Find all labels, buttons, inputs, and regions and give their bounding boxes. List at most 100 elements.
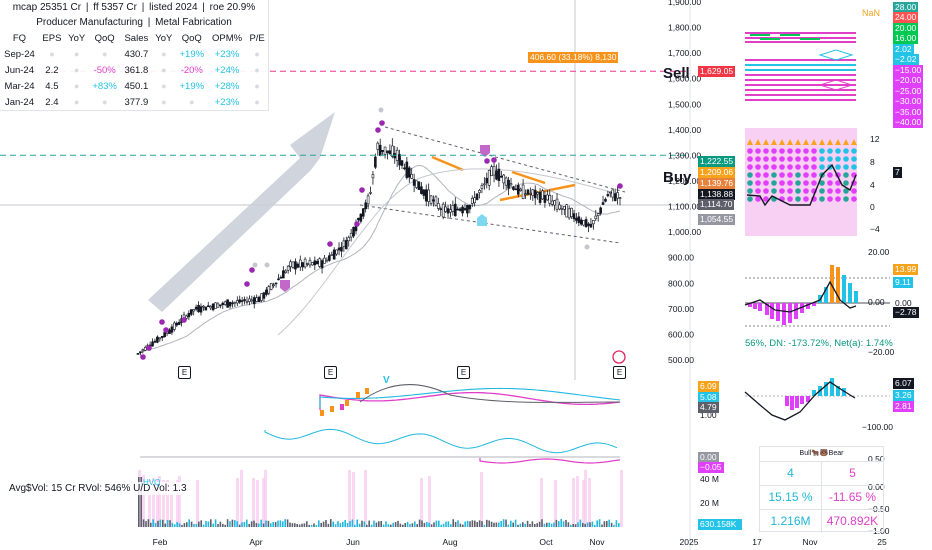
candle-body xyxy=(202,305,205,308)
grey-dot xyxy=(378,107,384,113)
candle-body xyxy=(570,207,573,217)
volume-bar xyxy=(174,524,176,527)
histogram-pos-bar xyxy=(842,275,846,303)
volume-bar xyxy=(531,521,534,527)
volume-bar xyxy=(332,521,334,527)
lower-neg-bar xyxy=(790,396,794,410)
fund-cell-eps_qoq: +83% xyxy=(92,80,117,92)
y-tick-label: 1,000.00 xyxy=(668,227,701,237)
candle-body xyxy=(168,329,171,334)
candle-body xyxy=(238,299,242,303)
candle-body xyxy=(558,204,561,210)
candle-body xyxy=(252,297,256,305)
volume-bar xyxy=(529,523,531,527)
fund-row: Mar-24 4.5 ● +83% 450.1 ● +19% +28% ● xyxy=(0,78,268,94)
fund-cell-opm: +24% xyxy=(214,64,240,76)
volume-bar xyxy=(147,519,150,527)
buy-annotation: Buy xyxy=(663,169,692,186)
volume-bar xyxy=(363,521,366,527)
volume-bar xyxy=(236,521,238,527)
fund-cell-sales_qoq: +19% xyxy=(179,80,205,92)
heatmap-dot xyxy=(803,188,809,194)
candle-body xyxy=(468,204,472,210)
candle-body xyxy=(219,304,222,307)
fund-cell-eps: 2.2 xyxy=(45,64,59,76)
x-tick-label: 25 xyxy=(877,537,887,547)
dividend-icon xyxy=(612,350,626,364)
candle-body xyxy=(449,209,452,213)
heatmap-dot xyxy=(835,148,841,154)
volume-bar xyxy=(320,522,322,527)
volume-bar xyxy=(418,519,421,527)
candle-body xyxy=(301,262,305,268)
earnings-marker[interactable]: E xyxy=(324,366,337,379)
y-tick-label: 1,700.00 xyxy=(668,48,701,58)
earnings-marker[interactable]: E xyxy=(457,366,470,379)
candle-body xyxy=(187,313,191,318)
heatmap-dot xyxy=(843,156,849,162)
small-axis-tick: 1.00 xyxy=(700,410,717,420)
earnings-marker[interactable]: E xyxy=(613,366,626,379)
histogram-pos-bar xyxy=(836,267,840,303)
candle-body xyxy=(192,309,196,312)
volume-bar xyxy=(522,522,524,527)
volume-bar xyxy=(457,520,459,527)
heatmap-triangle xyxy=(803,139,809,145)
grey-dot xyxy=(252,262,258,268)
candle-body xyxy=(521,184,525,199)
volume-bar xyxy=(543,523,546,527)
volume-bar xyxy=(430,524,433,527)
candle-body xyxy=(429,195,433,204)
signal-dot xyxy=(359,187,365,193)
candle-body xyxy=(291,261,295,268)
heatmap-triangle xyxy=(851,139,857,145)
oscillator-marker xyxy=(340,404,344,410)
volume-bar xyxy=(495,522,498,527)
volume-bar xyxy=(610,522,613,527)
hvq-highlight xyxy=(428,476,431,527)
heatmap-dot xyxy=(803,156,809,162)
volume-bar xyxy=(541,519,543,527)
candle-body xyxy=(177,321,181,325)
heatmap-dot xyxy=(795,172,801,178)
hvq-highlight xyxy=(142,475,145,527)
volume-bar xyxy=(200,520,202,527)
x-tick-label: 17 xyxy=(752,537,762,547)
heatmap-dot xyxy=(755,148,761,154)
candle-body xyxy=(456,208,460,211)
volume-bar xyxy=(500,520,502,527)
heatmap-dot xyxy=(755,196,761,202)
breadth-diamond xyxy=(818,79,854,91)
volume-bar xyxy=(210,519,212,527)
candle-body xyxy=(175,322,179,326)
price-tag: −2.02 xyxy=(893,54,919,65)
candle-body xyxy=(318,258,321,267)
volume-bar xyxy=(250,521,253,527)
candle-body xyxy=(432,199,435,202)
rs-line xyxy=(264,428,618,454)
volume-bar xyxy=(512,522,514,527)
volume-bar xyxy=(514,519,517,527)
earnings-marker[interactable]: E xyxy=(178,366,191,379)
oscillator-panel xyxy=(264,384,621,464)
candle-body xyxy=(221,302,225,305)
candle-body xyxy=(359,213,363,222)
heatmap-dot xyxy=(747,188,753,194)
candle-body xyxy=(214,302,217,309)
heatmap-dot xyxy=(763,188,769,194)
oscillator-signal-line xyxy=(359,384,621,403)
fund-col-header: Sales xyxy=(124,32,149,44)
candle-body xyxy=(163,332,166,338)
candle-body xyxy=(366,195,370,205)
candle-body xyxy=(156,336,159,343)
heatmap-dot xyxy=(747,180,753,186)
fund-cell-sales_yoy: ● xyxy=(161,48,167,59)
candle-body xyxy=(587,223,590,226)
trend-arrow xyxy=(148,112,335,312)
signal-dot xyxy=(354,221,360,227)
volume-bar xyxy=(555,519,558,527)
signal-dot xyxy=(140,354,146,360)
moving-average-line xyxy=(137,164,621,355)
price-tag: −30.00 xyxy=(893,96,924,107)
